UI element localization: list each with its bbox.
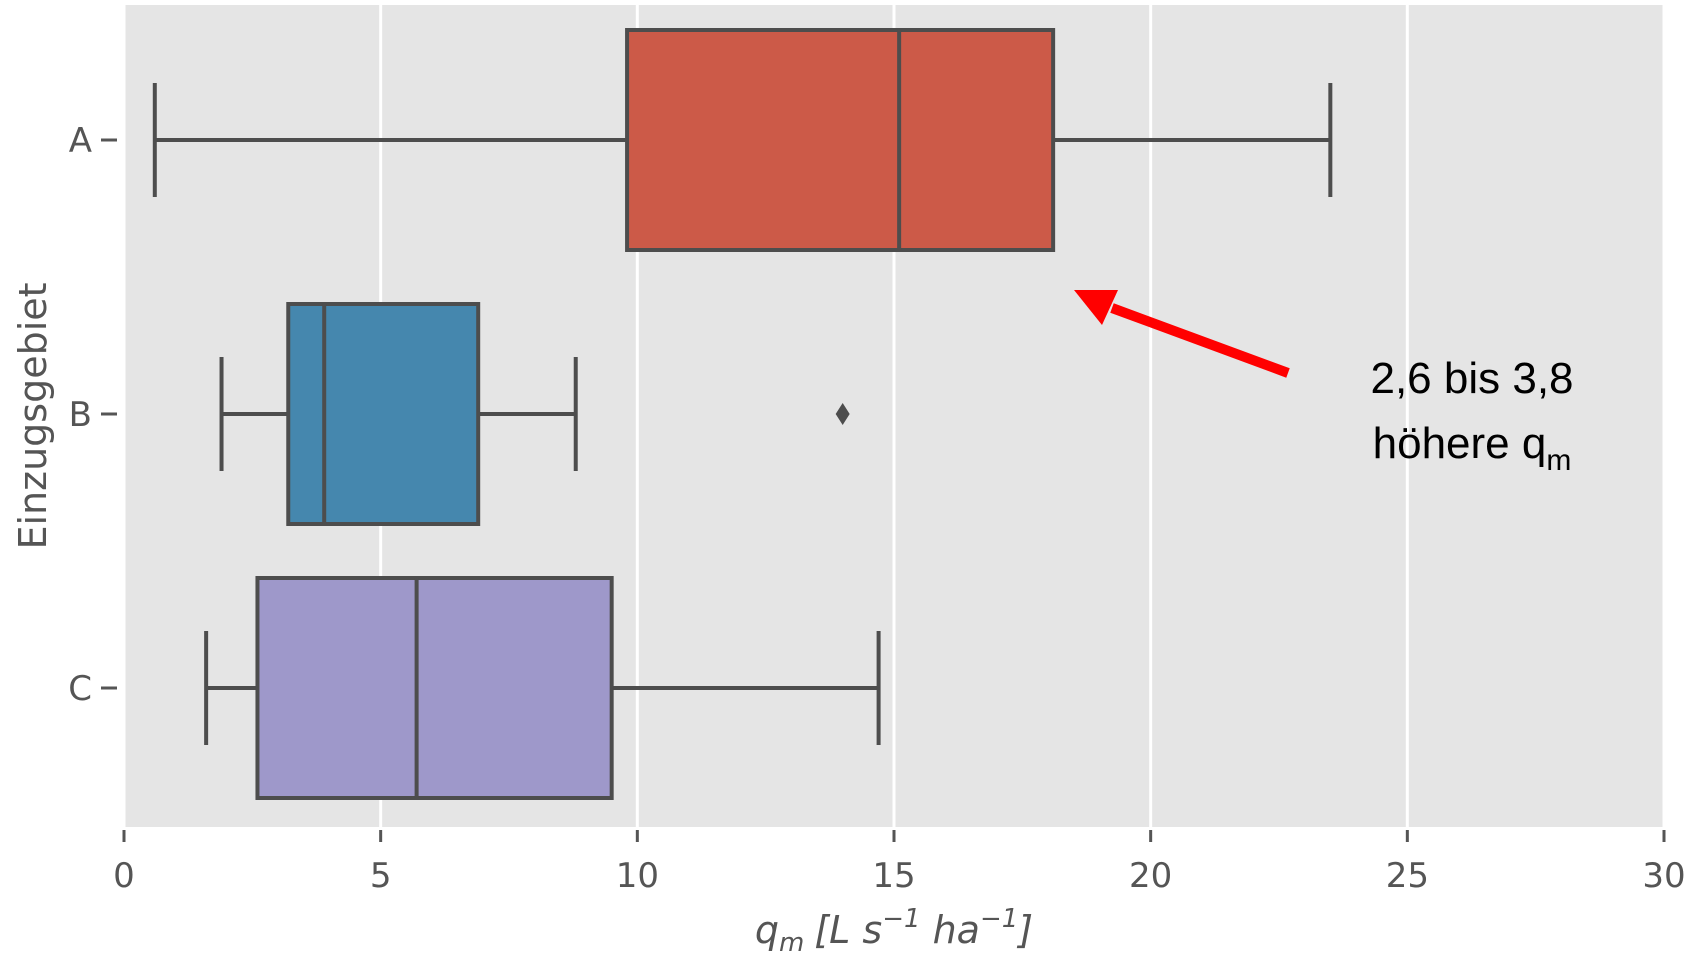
x-axis-title-exp1: −1 [882,904,920,934]
annotation-line-1: 2,6 bis 3,8 [1370,354,1573,403]
x-axis-title: qm [L s−1 ha−1] [755,904,1033,956]
box-B [286,302,481,526]
x-axis-title-var: q [755,908,779,952]
x-tick-label-5: 5 [370,856,392,896]
y-tick-label-C: C [68,669,92,709]
x-tick-label-10: 10 [616,856,659,896]
box-C [255,576,614,800]
x-axis-ticks: 0 5 10 15 20 25 30 [113,830,1686,896]
x-axis-title-sub: m [779,928,804,956]
x-axis-title-exp2: −1 [980,904,1018,934]
annotation-arrow-shaft [1110,303,1290,378]
annotation-line-2-main: höhere q [1373,419,1547,468]
box-group-A [152,28,1333,252]
annotation-line-2-sub: m [1546,444,1571,477]
annotation-line-2: höhere qm [1373,419,1572,477]
x-tick-label-20: 20 [1129,856,1172,896]
annotation-arrow-head [1074,290,1118,325]
x-axis-title-unit-close: ] [1016,908,1033,952]
boxes [152,28,1333,800]
outlier-B-0 [835,403,850,425]
x-tick-label-30: 30 [1642,856,1685,896]
x-tick-label-0: 0 [113,856,135,896]
x-axis-title-unit-open: [L s [814,908,882,952]
box-group-B [219,302,850,526]
y-tick-label-B: B [69,395,92,435]
y-axis-ticks: A B C [68,121,117,709]
y-axis-title: Einzugsgebiet [11,282,55,549]
box-group-C [204,576,881,800]
y-tick-label-A: A [69,121,92,161]
x-tick-label-25: 25 [1386,856,1429,896]
x-tick-label-15: 15 [872,856,915,896]
annotation: 2,6 bis 3,8 höhere qm [1074,290,1574,477]
box-A [625,28,1056,252]
x-axis-title-unit-mid: ha [921,908,980,952]
